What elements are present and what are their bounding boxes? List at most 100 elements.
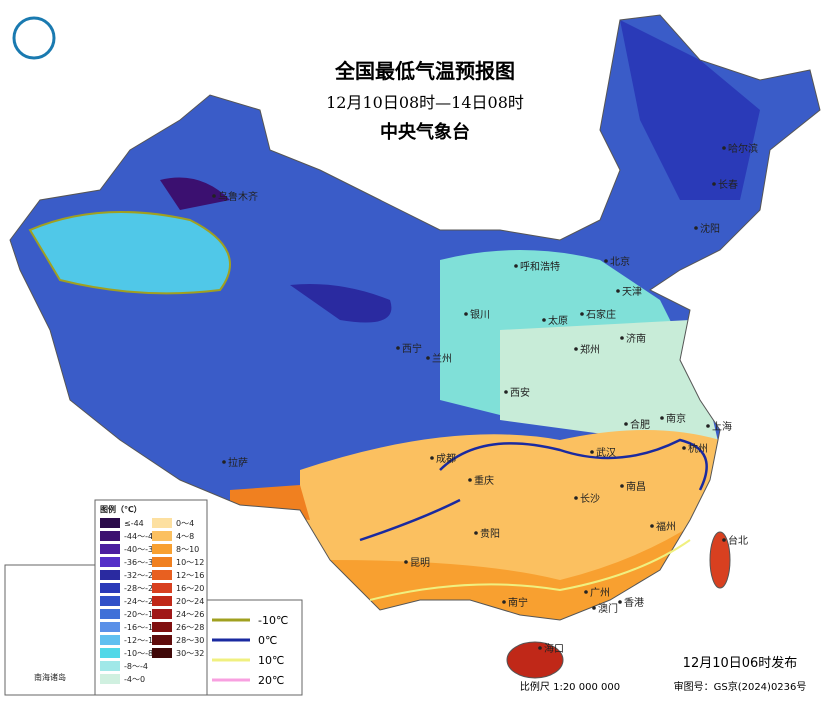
city-dot bbox=[574, 347, 578, 351]
hainan bbox=[506, 641, 564, 679]
city-dot bbox=[514, 264, 518, 268]
city-dot bbox=[430, 456, 434, 460]
legend-label: 8～10 bbox=[176, 545, 199, 554]
legend-swatch bbox=[100, 518, 120, 528]
legend-label: 20～24 bbox=[176, 597, 204, 606]
city-dot bbox=[650, 524, 654, 528]
legend-swatch bbox=[100, 609, 120, 619]
city-dot bbox=[542, 318, 546, 322]
city-label: 广州 bbox=[590, 587, 610, 599]
city-label: 北京 bbox=[610, 255, 630, 268]
issuer: 中央气象台 bbox=[380, 121, 470, 143]
city-dot bbox=[404, 560, 408, 564]
city-dot bbox=[474, 531, 478, 535]
legend-swatch bbox=[152, 583, 172, 593]
legend-swatch bbox=[100, 596, 120, 606]
city-dot bbox=[682, 446, 686, 450]
legend-label: -4～0 bbox=[124, 675, 145, 684]
legend-swatch bbox=[100, 544, 120, 554]
city-label: 武汉 bbox=[596, 446, 616, 459]
logo bbox=[12, 16, 56, 60]
city-label: 银川 bbox=[470, 308, 490, 321]
city-label: 上海 bbox=[712, 420, 732, 433]
legend-label: 16～20 bbox=[176, 584, 204, 593]
legend-swatch bbox=[100, 661, 120, 671]
city-label: 海口 bbox=[544, 642, 564, 655]
city-dot bbox=[694, 226, 698, 230]
isotherm-label: 10℃ bbox=[258, 654, 284, 667]
legend-label: -16～-12 bbox=[124, 623, 158, 632]
city-label: 西宁 bbox=[402, 342, 422, 355]
legend-label: 4～8 bbox=[176, 532, 194, 541]
isotherm-10 bbox=[369, 539, 691, 601]
city-label: 重庆 bbox=[474, 474, 494, 487]
isotherm-label: 20℃ bbox=[258, 674, 284, 687]
legend-label: 28～30 bbox=[176, 636, 204, 645]
city-dot bbox=[604, 259, 608, 263]
legend-swatch bbox=[152, 557, 172, 567]
scale: 比例尺 1:20 000 000 bbox=[520, 680, 620, 693]
city-dot bbox=[574, 496, 578, 500]
legend-swatch bbox=[152, 531, 172, 541]
city-label: 杭州 bbox=[688, 442, 708, 455]
city-label: 呼和浩特 bbox=[520, 261, 560, 273]
legend-swatch bbox=[100, 635, 120, 645]
inset-label: 南海诸岛 bbox=[34, 672, 66, 682]
city-label: 香港 bbox=[624, 597, 644, 609]
city-label: 澳门 bbox=[598, 602, 618, 615]
city-dot bbox=[590, 450, 594, 454]
city-label: 哈尔滨 bbox=[728, 142, 758, 155]
legend-label: -36～-32 bbox=[124, 558, 158, 567]
legend-swatch bbox=[152, 570, 172, 580]
legend-swatch bbox=[100, 557, 120, 567]
city-dot bbox=[538, 646, 542, 650]
city-label: 成都 bbox=[436, 453, 456, 465]
legend-label: -10～-8 bbox=[124, 649, 153, 658]
city-dot bbox=[620, 484, 624, 488]
legend-label: 24～26 bbox=[176, 610, 204, 619]
city-dot bbox=[426, 356, 430, 360]
city-label: 石家庄 bbox=[586, 308, 616, 321]
city-dot bbox=[468, 478, 472, 482]
legend-label: 0～4 bbox=[176, 519, 194, 528]
legend-swatch bbox=[152, 609, 172, 619]
city-label: 合肥 bbox=[630, 418, 650, 431]
city-dot bbox=[620, 336, 624, 340]
taiwan bbox=[709, 531, 731, 589]
city-label: 南昌 bbox=[626, 480, 646, 493]
city-label: 长春 bbox=[718, 179, 738, 191]
city-dot bbox=[502, 600, 506, 604]
city-dot bbox=[212, 194, 216, 198]
review: 审图号：GS京(2024)0236号 bbox=[674, 680, 807, 693]
legend-swatch bbox=[100, 531, 120, 541]
inset bbox=[4, 564, 96, 696]
legend-swatch bbox=[100, 622, 120, 632]
city-dot bbox=[592, 606, 596, 610]
city-label: 贵阳 bbox=[480, 527, 500, 540]
city-label: 沈阳 bbox=[700, 222, 720, 235]
city-label: 济南 bbox=[626, 332, 646, 345]
legend-swatch bbox=[152, 518, 172, 528]
city-label: 昆明 bbox=[410, 557, 430, 569]
legend-swatch bbox=[152, 622, 172, 632]
city-dot bbox=[616, 289, 620, 293]
city-dot bbox=[722, 146, 726, 150]
city-label: 南京 bbox=[666, 412, 686, 425]
city-dot bbox=[222, 460, 226, 464]
city-dot bbox=[504, 390, 508, 394]
legend-swatch bbox=[152, 635, 172, 645]
city-dot bbox=[624, 422, 628, 426]
legend-label: 30～32 bbox=[176, 649, 204, 658]
legend-label: 12～16 bbox=[176, 571, 204, 580]
city-label: 南宁 bbox=[508, 596, 528, 609]
legend-swatch bbox=[100, 570, 120, 580]
city-dot bbox=[396, 346, 400, 350]
city-dot bbox=[464, 312, 468, 316]
isotherm-label: 0℃ bbox=[258, 634, 277, 647]
city-label: 台北 bbox=[728, 534, 748, 547]
city-dot bbox=[584, 590, 588, 594]
subtitle: 12月10日08时—14日08时 bbox=[326, 93, 524, 112]
city-dot bbox=[618, 600, 622, 604]
city-label: 福州 bbox=[656, 520, 676, 533]
